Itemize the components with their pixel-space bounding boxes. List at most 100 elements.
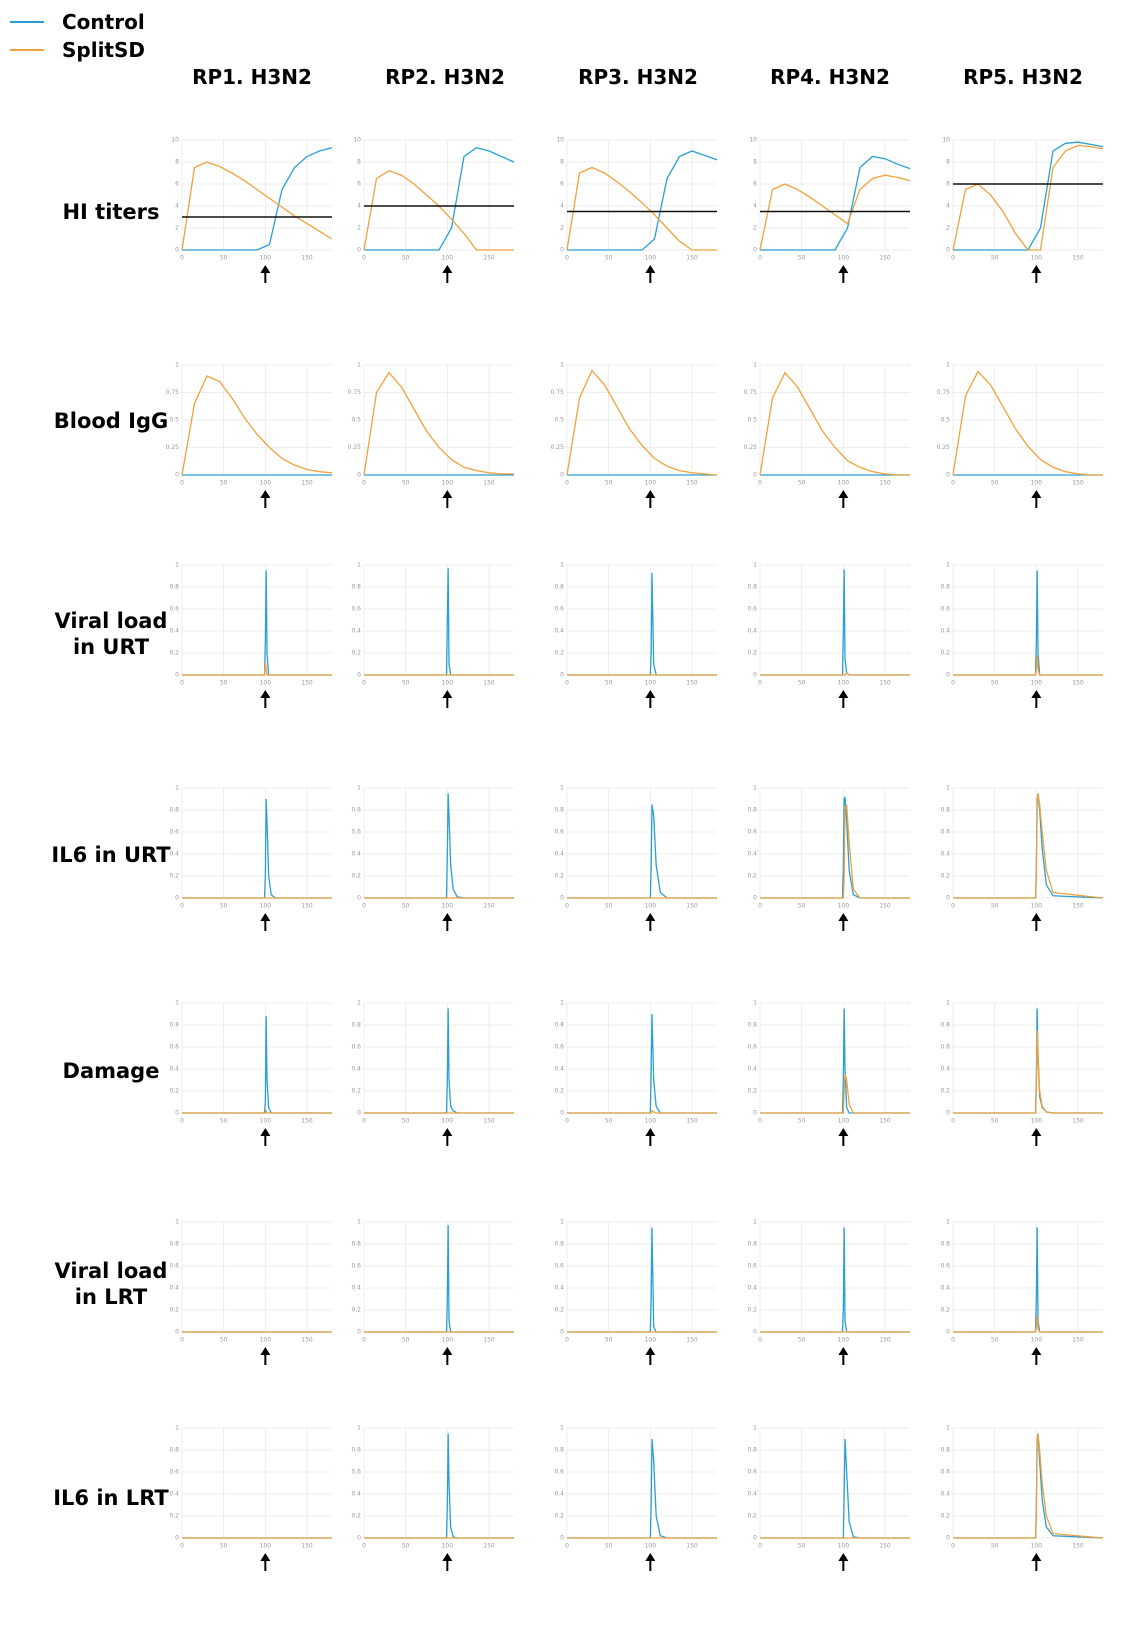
x-tick-label: 100 — [1031, 1337, 1043, 1344]
x-tick-label: 50 — [605, 680, 613, 687]
y-tick-label: 0.4 — [747, 628, 757, 635]
x-tick-label: 100 — [645, 1543, 657, 1550]
x-tick-label: 50 — [605, 1543, 613, 1550]
y-tick-label: 1 — [175, 562, 179, 569]
x-tick-label: 50 — [605, 903, 613, 910]
y-tick-label: 1 — [357, 1219, 361, 1226]
series-line — [181, 375, 333, 476]
x-tick-label: 0 — [565, 1118, 569, 1125]
y-tick-label: 0.4 — [351, 628, 361, 635]
y-tick-label: 0.2 — [747, 873, 757, 880]
y-tick-label: 1 — [946, 1000, 950, 1007]
y-tick-label: 1 — [175, 362, 179, 369]
series-line — [760, 569, 910, 676]
y-tick-label: 0 — [560, 1329, 564, 1336]
y-tick-label: 0.6 — [747, 1044, 757, 1051]
x-tick-label: 100 — [442, 1543, 454, 1550]
y-tick-label: 0.2 — [940, 873, 950, 880]
x-tick-label: 150 — [483, 480, 495, 487]
arrow-head — [1031, 265, 1042, 273]
y-tick-label: 0.4 — [554, 1285, 564, 1292]
y-tick-label: 0.5 — [554, 417, 564, 424]
y-tick-label: 0.4 — [940, 851, 950, 858]
y-tick-label: 0 — [175, 1110, 179, 1117]
y-tick-label: 0.8 — [747, 807, 757, 814]
x-tick-label: 0 — [951, 903, 955, 910]
y-tick-label: 0.6 — [351, 1044, 361, 1051]
y-tick-label: 0 — [753, 672, 757, 679]
x-tick-label: 50 — [605, 255, 613, 262]
x-tick-label: 0 — [362, 680, 366, 687]
x-tick-label: 0 — [565, 480, 569, 487]
y-tick-label: 0.2 — [351, 1088, 361, 1095]
y-tick-label: 1 — [753, 1000, 757, 1007]
series-line — [953, 141, 1104, 251]
x-tick-label: 0 — [951, 680, 955, 687]
x-tick-label: 150 — [879, 480, 891, 487]
y-tick-label: 0.25 — [744, 444, 758, 451]
arrow-head — [838, 913, 849, 921]
y-tick-label: 0 — [946, 1110, 950, 1117]
x-tick-label: 50 — [402, 680, 410, 687]
series-line — [567, 572, 717, 676]
x-tick-label: 100 — [442, 1337, 454, 1344]
column-title: RP2. H3N2 — [385, 65, 505, 89]
x-tick-label: 150 — [483, 1118, 495, 1125]
y-tick-label: 1 — [560, 362, 564, 369]
x-tick-label: 0 — [758, 903, 762, 910]
y-tick-label: 0.2 — [747, 1088, 757, 1095]
y-tick-label: 6 — [753, 181, 757, 188]
x-tick-label: 0 — [758, 680, 762, 687]
x-tick-label: 0 — [951, 1118, 955, 1125]
x-tick-label: 50 — [991, 1543, 999, 1550]
y-tick-label: 0 — [946, 472, 950, 479]
y-tick-label: 0.4 — [747, 1066, 757, 1073]
x-tick-label: 50 — [220, 903, 228, 910]
series-line — [182, 147, 333, 251]
y-tick-label: 0.6 — [940, 1263, 950, 1270]
y-tick-label: 0.8 — [351, 807, 361, 814]
x-tick-label: 50 — [605, 480, 613, 487]
arrow-head — [260, 1553, 271, 1561]
series-line — [567, 1438, 717, 1539]
x-tick-label: 100 — [838, 1118, 850, 1125]
x-tick-label: 0 — [180, 480, 184, 487]
x-tick-label: 150 — [1072, 480, 1084, 487]
arrow-head — [1031, 1347, 1042, 1355]
y-tick-label: 0.2 — [554, 650, 564, 657]
y-tick-label: 0.6 — [554, 606, 564, 613]
x-tick-label: 100 — [1031, 903, 1043, 910]
y-tick-label: 0.8 — [747, 584, 757, 591]
series-line — [760, 671, 910, 676]
y-tick-label: 0.8 — [351, 1447, 361, 1454]
x-tick-label: 150 — [879, 903, 891, 910]
x-tick-label: 50 — [991, 1118, 999, 1125]
y-tick-label: 0.6 — [940, 829, 950, 836]
x-tick-label: 100 — [645, 1337, 657, 1344]
series-line — [952, 370, 1103, 476]
x-tick-label: 0 — [758, 1118, 762, 1125]
y-tick-label: 0.2 — [351, 650, 361, 657]
y-tick-label: 0.8 — [940, 807, 950, 814]
series-line — [182, 570, 332, 676]
series-line — [567, 1013, 717, 1114]
series-line — [364, 1433, 514, 1539]
row-label: Viral load in LRT — [40, 1258, 182, 1310]
series-line — [760, 1227, 910, 1333]
y-tick-label: 0 — [560, 1110, 564, 1117]
x-tick-label: 150 — [301, 1118, 313, 1125]
arrow-head — [1031, 1553, 1042, 1561]
x-tick-label: 150 — [879, 1543, 891, 1550]
y-tick-label: 1 — [946, 1219, 950, 1226]
series-line — [953, 1433, 1104, 1539]
y-tick-label: 1 — [753, 1219, 757, 1226]
y-tick-label: 0.6 — [169, 1263, 179, 1270]
y-tick-label: 0.4 — [554, 628, 564, 635]
y-tick-label: 1 — [753, 785, 757, 792]
x-tick-label: 150 — [301, 903, 313, 910]
y-tick-label: 0.4 — [351, 1491, 361, 1498]
y-tick-label: 0.8 — [940, 1447, 950, 1454]
y-tick-label: 0 — [753, 247, 757, 254]
series-line — [364, 568, 514, 676]
